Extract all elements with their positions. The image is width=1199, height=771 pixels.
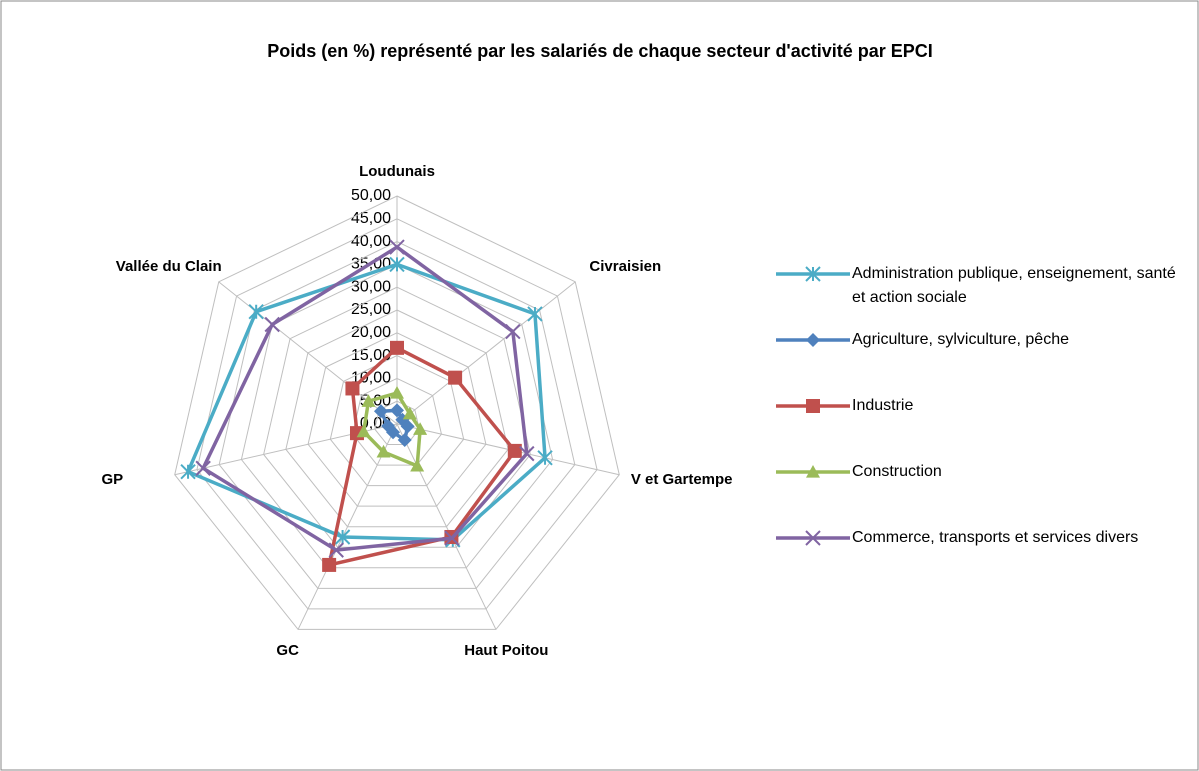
- grid-ring: [196, 218, 598, 610]
- category-label: Vallée du Clain: [116, 258, 222, 275]
- marker: [805, 530, 821, 546]
- marker: [527, 306, 543, 322]
- series-line: [185, 262, 547, 542]
- spoke: [396, 281, 576, 425]
- category-label: GC: [276, 642, 299, 659]
- grid-ring: [240, 263, 554, 569]
- legend-item: Agriculture, sylviculture, pêche: [776, 328, 1196, 394]
- marker: [390, 403, 404, 418]
- r-tick-label: 50,00: [351, 187, 391, 204]
- spoke: [297, 423, 398, 630]
- grid-ring: [174, 195, 620, 630]
- series-line: [326, 345, 518, 568]
- grid-ring: [285, 309, 509, 528]
- grid-ring: [307, 332, 487, 507]
- legend-swatch: [776, 465, 850, 478]
- series-line: [200, 244, 529, 552]
- grid-ring: [329, 355, 465, 487]
- marker: [248, 303, 264, 320]
- legend-item: Construction: [776, 460, 1196, 526]
- marker: [322, 557, 337, 572]
- marker: [376, 444, 391, 458]
- legend-label: Administration publique, enseignement, s…: [852, 265, 1176, 306]
- marker: [195, 460, 211, 476]
- marker: [389, 239, 405, 255]
- legend-swatch: [776, 266, 850, 282]
- marker: [390, 340, 404, 355]
- legend-label: Industrie: [852, 397, 914, 414]
- grid-ring: [352, 377, 442, 466]
- marker: [334, 529, 351, 545]
- marker: [373, 404, 388, 419]
- marker: [397, 433, 412, 448]
- marker: [328, 542, 344, 558]
- legend-label: Commerce, transports et services divers: [852, 529, 1139, 546]
- marker: [448, 370, 463, 385]
- marker: [806, 465, 820, 478]
- r-tick-label: 15,00: [351, 347, 391, 364]
- grid-ring: [263, 286, 531, 548]
- legend-label: Agriculture, sylviculture, pêche: [852, 331, 1069, 348]
- marker: [264, 316, 280, 333]
- marker: [505, 323, 521, 340]
- marker: [410, 458, 425, 472]
- r-tick-label: 45,00: [351, 210, 391, 227]
- r-tick-label: 30,00: [351, 278, 391, 295]
- legend-item: Commerce, transports et services divers: [776, 526, 1196, 592]
- legend-swatch: [776, 399, 850, 413]
- marker: [180, 463, 196, 480]
- category-label: Civraisien: [589, 258, 661, 275]
- marker: [402, 406, 417, 420]
- marker: [390, 385, 404, 399]
- marker: [444, 530, 460, 546]
- r-tick-label: 25,00: [351, 301, 391, 318]
- marker: [413, 422, 428, 435]
- grid-ring: [218, 241, 576, 589]
- r-tick-label: 40,00: [351, 233, 391, 250]
- legend-item: Administration publique, enseignement, s…: [776, 262, 1196, 328]
- category-label: Haut Poitou: [464, 642, 548, 659]
- marker: [805, 266, 821, 282]
- legend-label: Construction: [852, 463, 942, 480]
- spoke: [396, 423, 497, 630]
- chart-title: Poids (en %) représenté par les salariés…: [267, 41, 933, 61]
- legend-swatch: [776, 530, 850, 546]
- marker: [806, 333, 820, 347]
- marker: [389, 256, 405, 273]
- legend-item: Industrie: [776, 394, 1196, 460]
- marker: [400, 419, 415, 434]
- category-label: Loudunais: [359, 163, 435, 180]
- legend: Administration publique, enseignement, s…: [776, 262, 1196, 592]
- marker: [537, 450, 553, 466]
- marker: [519, 445, 535, 462]
- r-tick-label: 20,00: [351, 324, 391, 341]
- legend-swatch: [776, 333, 850, 347]
- marker: [381, 419, 396, 434]
- marker: [361, 394, 376, 407]
- category-label: V et Gartempe: [631, 471, 733, 488]
- marker: [507, 443, 522, 458]
- category-label: GP: [101, 471, 123, 488]
- marker: [345, 381, 360, 396]
- marker: [356, 424, 371, 438]
- marker: [806, 399, 820, 413]
